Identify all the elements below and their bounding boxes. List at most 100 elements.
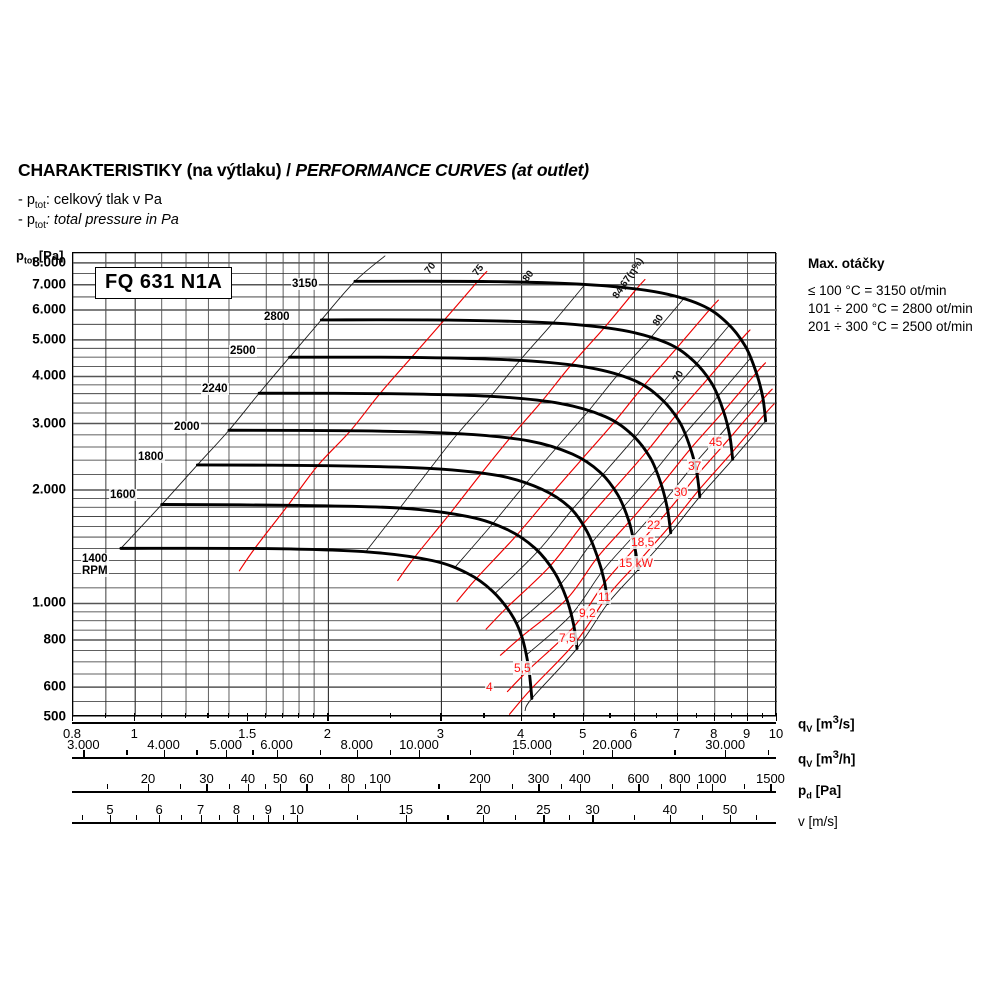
x-tick-2 — [560, 784, 562, 789]
x-tick-1 — [252, 750, 254, 755]
title-czech: CHARAKTERISTIKY (na výtlaku) — [18, 160, 282, 180]
x-tick-3 — [356, 815, 358, 820]
x-tick-0 — [104, 713, 107, 718]
x-tick-1 — [582, 750, 584, 755]
x-tick-0 — [313, 713, 315, 718]
x-tick-3 — [268, 815, 270, 823]
x-tick-1 — [225, 750, 227, 758]
note-english: - ptot: total pressure in Pa — [18, 212, 179, 231]
x-tick-3 — [159, 815, 161, 823]
x-tick-label-1-5.000: 5.000 — [209, 737, 243, 752]
x-tick-2 — [380, 784, 382, 792]
x-tick-3 — [81, 815, 83, 820]
x-tick-0 — [730, 713, 732, 718]
rpm-label-2000: 2000 — [173, 421, 201, 433]
x-tick-3 — [135, 815, 137, 820]
x-tick-label-3-50: 50 — [722, 802, 738, 817]
x-tick-0 — [713, 713, 715, 721]
x-axis-name-3: v [m/s] — [798, 814, 838, 829]
y-axis-labels: 500 600 800 1.000 2.000 3.000 4.000 5.000 6.000 7… — [0, 252, 66, 723]
x-tick-label-2-600: 600 — [627, 771, 650, 786]
note-english-subscript: tot — [34, 219, 46, 231]
x-tick-0 — [609, 713, 611, 718]
y-tick-label-3.000: 3.000 — [32, 415, 66, 431]
y-tick-label-500: 500 — [43, 708, 66, 724]
x-tick-2 — [228, 784, 230, 789]
x-tick-2 — [206, 784, 208, 792]
x-tick-3 — [252, 815, 255, 820]
x-tick-label-0-6: 6 — [629, 726, 638, 741]
chart-grid — [73, 253, 777, 717]
x-tick-0 — [582, 713, 584, 721]
x-tick-label-3-8: 8 — [232, 802, 241, 817]
x-tick-0 — [327, 713, 329, 721]
x-tick-0 — [655, 713, 658, 718]
power-label-7.5: 7,5 — [558, 631, 577, 645]
y-tick-label-8.000: 8.000 — [32, 254, 66, 270]
power-label-37: 37 — [687, 459, 703, 473]
power-label-22: 22 — [646, 518, 662, 532]
x-tick-label-3-20: 20 — [476, 802, 491, 817]
power-label-18.5: 18,5 — [630, 535, 656, 549]
x-tick-2 — [660, 784, 662, 789]
x-tick-label-1-6.000: 6.000 — [260, 737, 293, 752]
x-tick-0 — [282, 713, 284, 718]
x-tick-0 — [134, 713, 136, 721]
x-tick-3 — [180, 815, 182, 820]
x-tick-label-2-300: 300 — [527, 771, 550, 786]
x-tick-label-2-1500: 1500 — [755, 771, 785, 786]
x-tick-0 — [520, 713, 522, 721]
note-czech-subscript: tot — [34, 199, 46, 211]
rpm-label-3150: 3150 — [291, 278, 319, 290]
x-tick-3 — [483, 815, 485, 823]
y-tick-label-600: 600 — [43, 678, 66, 694]
x-tick-label-3-6: 6 — [155, 802, 163, 817]
x-tick-0 — [483, 713, 485, 718]
x-tick-0 — [695, 713, 697, 718]
x-tick-2 — [106, 784, 108, 789]
x-tick-label-2-1000: 1000 — [697, 771, 727, 786]
x-tick-label-1-20.000: 20.000 — [592, 737, 633, 752]
rpm-label-2240: 2240 — [201, 383, 229, 395]
x-tick-3 — [296, 815, 298, 823]
x-tick-label-0-0.8: 0.8 — [62, 726, 82, 741]
x-tick-1 — [725, 750, 727, 758]
x-tick-label-3-25: 25 — [536, 802, 551, 817]
rpm-label-1800: 1800 — [137, 451, 165, 463]
x-tick-label-1-8.000: 8.000 — [340, 737, 374, 752]
x-tick-1 — [768, 750, 770, 755]
x-tick-label-2-800: 800 — [668, 771, 691, 786]
x-tick-1 — [163, 750, 165, 758]
x-tick-label-0-5: 5 — [579, 726, 587, 741]
x-tick-label-0-2: 2 — [323, 726, 332, 741]
x-tick-1 — [512, 750, 514, 755]
note-english-prefix: - p — [18, 212, 35, 228]
x-tick-2 — [148, 784, 150, 792]
x-tick-3 — [633, 815, 636, 820]
x-tick-3 — [405, 815, 407, 823]
note-english-text: : total pressure in Pa — [45, 212, 179, 228]
x-tick-2 — [364, 784, 367, 789]
x-tick-3 — [730, 815, 732, 823]
x-tick-2 — [638, 784, 640, 792]
x-tick-0 — [389, 713, 391, 718]
y-tick-label-5.000: 5.000 — [32, 331, 66, 347]
x-tick-3 — [543, 815, 545, 823]
y-tick-label-800: 800 — [43, 631, 66, 647]
x-axis-name-1: qV [m3/h] — [798, 749, 856, 770]
x-tick-label-2-40: 40 — [240, 771, 256, 786]
x-tick-label-3-30: 30 — [585, 802, 600, 817]
x-tick-label-0-8: 8 — [710, 726, 718, 741]
x-tick-3 — [282, 815, 284, 820]
x-axis-line-1 — [72, 757, 776, 759]
x-tick-1 — [612, 750, 614, 758]
x-tick-2 — [180, 784, 182, 789]
x-tick-3 — [447, 815, 449, 820]
performance-chart-plot: FQ 631 N1A 1400 RPM 1600 1800 2000 2240 2500 28… — [72, 252, 777, 717]
x-tick-label-2-200: 200 — [469, 771, 491, 786]
max-speed-line-1: ≤ 100 °C = 3150 ot/min — [808, 283, 947, 298]
power-label-15: 15 kW — [618, 556, 655, 570]
x-tick-1 — [276, 750, 278, 758]
power-label-5.5: 5,5 — [513, 661, 532, 675]
note-czech: - ptot: celkový tlak v Pa — [18, 192, 162, 211]
